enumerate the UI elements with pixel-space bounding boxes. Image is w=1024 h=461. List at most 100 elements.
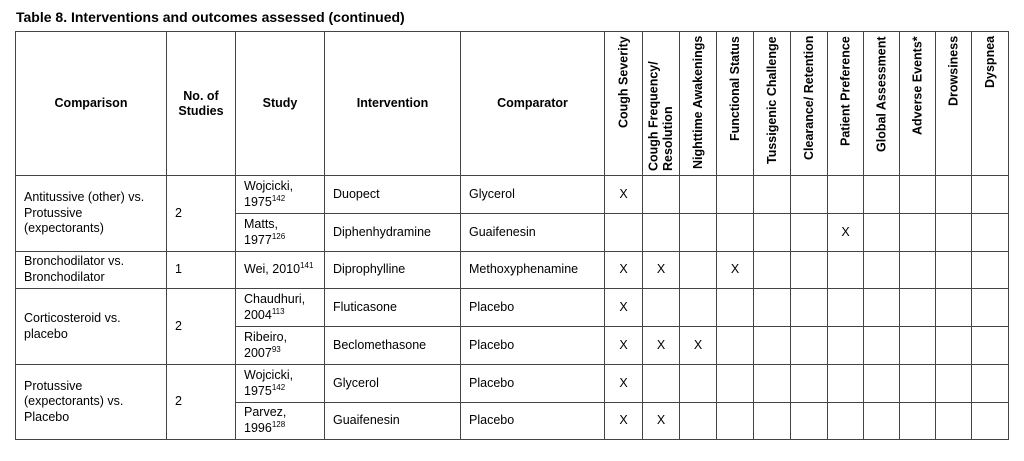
comparison-cell: Corticosteroid vs. placebo bbox=[15, 288, 167, 365]
header-label: Functional Status bbox=[727, 36, 742, 141]
outcome-mark bbox=[679, 175, 717, 214]
outcome-mark bbox=[935, 213, 972, 252]
comparison-cell: Protussive (expectorants) vs. Placebo bbox=[15, 364, 167, 440]
outcome-mark bbox=[716, 175, 754, 214]
outcome-mark bbox=[863, 402, 900, 440]
outcome-mark bbox=[716, 402, 754, 440]
table-caption: Table 8. Interventions and outcomes asse… bbox=[16, 9, 405, 25]
intervention-cell: Guaifenesin bbox=[324, 402, 461, 440]
header-label: Drowsiness bbox=[946, 36, 961, 107]
header-label: Cough Frequency/ Resolution bbox=[646, 61, 675, 171]
header-adverse-events: Adverse Events* bbox=[899, 31, 936, 176]
header-patient-preference: Patient Preference bbox=[827, 31, 864, 176]
intervention-cell: Diphenhydramine bbox=[324, 213, 461, 252]
outcome-mark bbox=[863, 175, 900, 214]
outcome-mark: X bbox=[604, 288, 643, 327]
outcome-mark bbox=[790, 251, 828, 289]
study-name: Matts, 1977 bbox=[244, 216, 279, 247]
outcome-mark: X bbox=[827, 213, 864, 252]
study-name: Chaudhuri, 2004 bbox=[244, 291, 306, 322]
header-no-of-studies: No. of Studies bbox=[166, 31, 236, 176]
outcome-mark: X bbox=[604, 326, 643, 365]
study-ref: 142 bbox=[271, 193, 286, 203]
study-ref: 113 bbox=[271, 306, 285, 316]
outcome-mark bbox=[679, 251, 717, 289]
outcome-mark bbox=[899, 213, 936, 252]
outcome-mark: X bbox=[604, 364, 643, 403]
outcome-mark bbox=[971, 175, 1009, 214]
comparison-cell: Bronchodilator vs. Bronchodilator bbox=[15, 251, 167, 289]
outcome-mark bbox=[971, 326, 1009, 365]
study-cell: Wojcicki, 1975142 bbox=[235, 364, 325, 403]
outcome-mark bbox=[604, 213, 643, 252]
outcome-mark bbox=[935, 364, 972, 403]
table-row: Corticosteroid vs. placebo 2 Chaudhuri, … bbox=[15, 288, 1009, 365]
header-clearance-retention: Clearance/ Retention bbox=[790, 31, 828, 176]
outcome-mark bbox=[716, 326, 754, 365]
studies-count-cell: 1 bbox=[166, 251, 236, 289]
comparator-cell: Placebo bbox=[460, 364, 605, 403]
header-global-assessment: Global Assessment bbox=[863, 31, 900, 176]
outcome-mark bbox=[716, 213, 754, 252]
intervention-cell: Diprophylline bbox=[324, 251, 461, 289]
header-study: Study bbox=[235, 31, 325, 176]
outcome-mark: X bbox=[679, 326, 717, 365]
outcome-mark bbox=[790, 364, 828, 403]
table-row: Protussive (expectorants) vs. Placebo 2 … bbox=[15, 364, 1009, 440]
outcome-mark bbox=[753, 213, 791, 252]
study-cell: Ribeiro, 200793 bbox=[235, 326, 325, 365]
outcome-mark bbox=[790, 326, 828, 365]
outcome-mark bbox=[753, 288, 791, 327]
header-drowsiness: Drowsiness bbox=[935, 31, 972, 176]
outcome-mark bbox=[863, 326, 900, 365]
header-label: Patient Preference bbox=[838, 36, 853, 146]
outcome-mark bbox=[863, 288, 900, 327]
outcome-mark bbox=[753, 251, 791, 289]
table-row: Matts, 1977126 Diphenhydramine Guaifenes… bbox=[16, 213, 1009, 252]
outcome-mark bbox=[899, 175, 936, 214]
outcome-mark bbox=[935, 288, 972, 327]
outcome-mark bbox=[827, 175, 864, 214]
header-intervention: Intervention bbox=[324, 31, 461, 176]
table-row: Parvez, 1996128 Guaifenesin Placebo X X bbox=[16, 402, 1009, 440]
study-name: Ribeiro, 2007 bbox=[244, 329, 288, 360]
header-label: Clearance/ Retention bbox=[801, 36, 816, 161]
outcome-mark bbox=[971, 288, 1009, 327]
outcome-mark: X bbox=[604, 402, 643, 440]
header-cough-frequency: Cough Frequency/ Resolution bbox=[642, 31, 680, 176]
table-row: Bronchodilator vs. Bronchodilator 1 Wei,… bbox=[15, 251, 1009, 289]
study-ref: 141 bbox=[300, 261, 314, 271]
studies-count-cell: 2 bbox=[166, 288, 236, 365]
outcome-mark bbox=[679, 402, 717, 440]
outcome-mark bbox=[971, 402, 1009, 440]
comparator-cell: Placebo bbox=[460, 402, 605, 440]
study-cell: Chaudhuri, 2004113 bbox=[235, 288, 325, 327]
outcome-mark: X bbox=[642, 251, 680, 289]
outcome-mark bbox=[642, 213, 680, 252]
comparator-cell: Glycerol bbox=[460, 175, 605, 214]
outcome-mark bbox=[899, 364, 936, 403]
studies-count-cell: 2 bbox=[166, 364, 236, 440]
comparator-cell: Placebo bbox=[460, 326, 605, 365]
outcome-mark bbox=[679, 213, 717, 252]
outcome-mark: X bbox=[642, 402, 680, 440]
study-cell: Matts, 1977126 bbox=[235, 213, 325, 252]
comparator-cell: Methoxyphenamine bbox=[460, 251, 605, 289]
outcome-mark: X bbox=[604, 175, 643, 214]
comparator-cell: Guaifenesin bbox=[460, 213, 605, 252]
outcome-mark bbox=[790, 175, 828, 214]
study-cell: Wei, 2010141 bbox=[235, 251, 325, 289]
outcome-mark bbox=[935, 175, 972, 214]
outcome-mark bbox=[642, 175, 680, 214]
outcome-mark bbox=[827, 251, 864, 289]
study-ref: 128 bbox=[271, 419, 286, 429]
outcome-mark bbox=[790, 213, 828, 252]
study-cell: Parvez, 1996128 bbox=[235, 402, 325, 440]
outcome-mark bbox=[899, 326, 936, 365]
outcome-mark bbox=[753, 175, 791, 214]
outcome-mark bbox=[827, 288, 864, 327]
header-label: Adverse Events* bbox=[910, 36, 925, 135]
outcome-mark bbox=[642, 364, 680, 403]
outcome-mark: X bbox=[604, 251, 643, 289]
outcome-mark bbox=[935, 326, 972, 365]
